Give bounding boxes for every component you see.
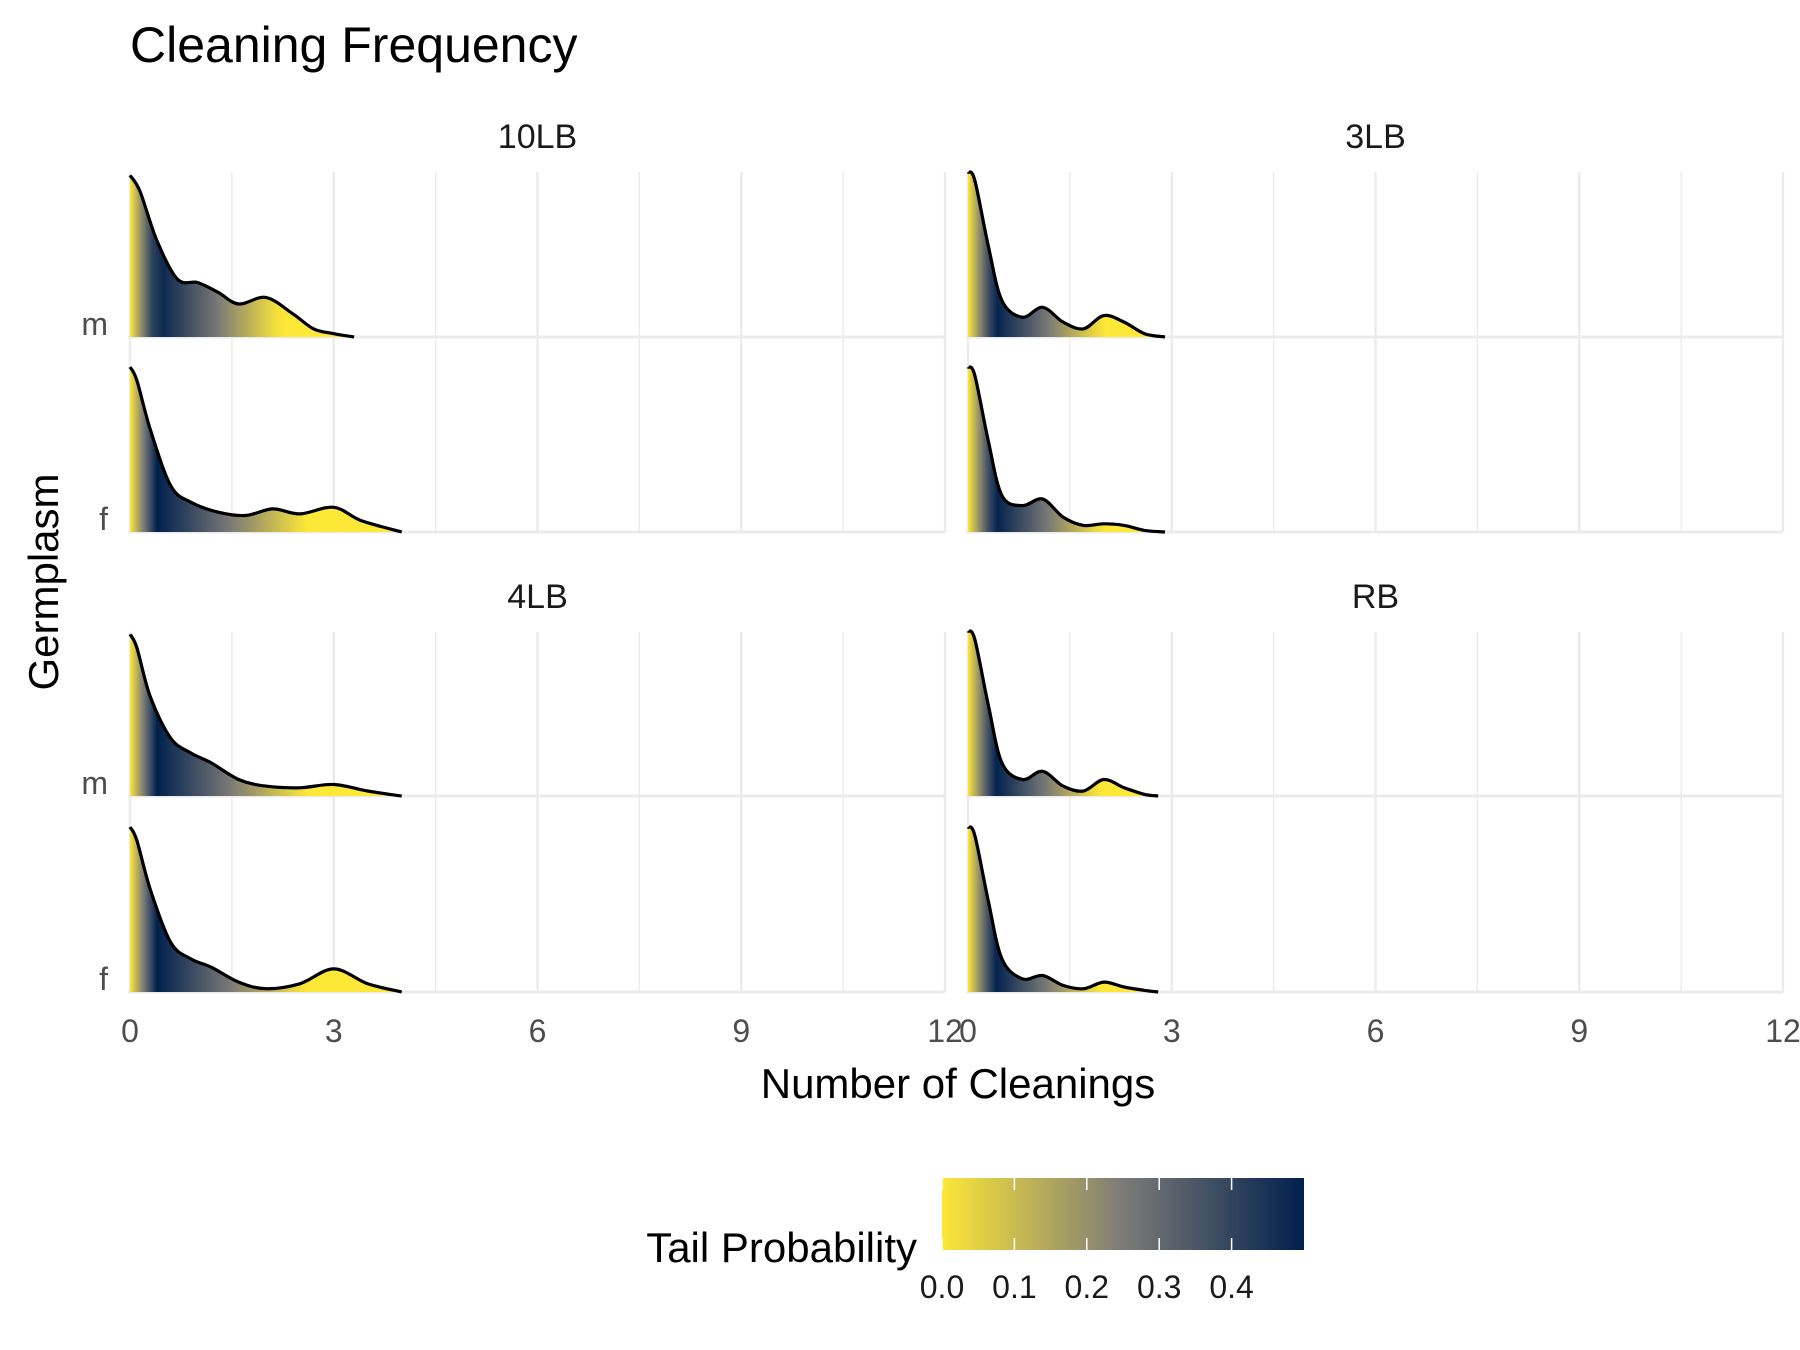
panel-10LB: 10LB m f bbox=[81, 118, 947, 537]
ridge-area-m bbox=[968, 171, 1165, 337]
ridge-line-f bbox=[966, 825, 1159, 994]
panel-strip-label: RB bbox=[1352, 578, 1399, 616]
x-tick-label: 0 bbox=[959, 1013, 977, 1049]
x-tick-label: 9 bbox=[1570, 1013, 1588, 1049]
x-tick-label: 0 bbox=[121, 1013, 139, 1049]
legend: Tail Probability 0.0 0.1 0.2 0.3 0.4 bbox=[646, 1178, 1304, 1305]
ridge-line-m bbox=[966, 629, 1159, 798]
ridge-area-f bbox=[130, 827, 402, 992]
y-axis-title: Germplasm bbox=[20, 473, 67, 690]
legend-colorbar bbox=[942, 1178, 1304, 1250]
x-axis-title: Number of Cleanings bbox=[761, 1060, 1156, 1107]
x-tick-label: 9 bbox=[732, 1013, 750, 1049]
legend-title: Tail Probability bbox=[646, 1224, 917, 1271]
panel-4LB: 4LB m f0 3 6 9 12 bbox=[81, 578, 962, 1049]
panel-strip-label: 10LB bbox=[498, 118, 577, 156]
ridge-line-m bbox=[128, 174, 355, 339]
ridge-line-f bbox=[128, 826, 403, 994]
ridge-line-f bbox=[128, 366, 403, 534]
ridge-area-f bbox=[968, 366, 1165, 532]
legend-tick-label: 0.4 bbox=[1209, 1269, 1253, 1305]
x-tick-label: 12 bbox=[927, 1013, 963, 1049]
x-tick-label: 6 bbox=[1367, 1013, 1385, 1049]
x-tick-label: 3 bbox=[1163, 1013, 1181, 1049]
ridge-line-m bbox=[128, 633, 402, 798]
x-tick-label: 12 bbox=[1765, 1013, 1800, 1049]
panel-strip-label: 3LB bbox=[1345, 118, 1406, 156]
x-tick-label: 6 bbox=[529, 1013, 547, 1049]
panel-strip-label: 4LB bbox=[507, 578, 568, 616]
legend-tick-label: 0.0 bbox=[920, 1269, 964, 1305]
ridge-line-m bbox=[966, 170, 1166, 339]
x-tick-label: 3 bbox=[325, 1013, 343, 1049]
ridge-area-m bbox=[130, 634, 402, 796]
ridge-area-f bbox=[968, 826, 1159, 992]
ridge-area-m bbox=[968, 630, 1159, 796]
y-tick-label: m bbox=[81, 765, 108, 801]
ridge-line-f bbox=[966, 365, 1166, 534]
legend-tick-label: 0.1 bbox=[992, 1269, 1036, 1305]
y-tick-label: f bbox=[99, 961, 108, 997]
panel-3LB: 3LB bbox=[966, 118, 1785, 534]
y-tick-label: m bbox=[81, 306, 108, 342]
legend-tick-label: 0.3 bbox=[1137, 1269, 1181, 1305]
legend-tick-label: 0.2 bbox=[1065, 1269, 1109, 1305]
panel-RB: RB 0 3 6 9 12 bbox=[959, 578, 1800, 1049]
y-tick-label: f bbox=[99, 501, 108, 537]
ridge-area-m bbox=[130, 175, 355, 337]
chart-title: Cleaning Frequency bbox=[130, 17, 578, 73]
ridge-area-f bbox=[130, 367, 402, 532]
